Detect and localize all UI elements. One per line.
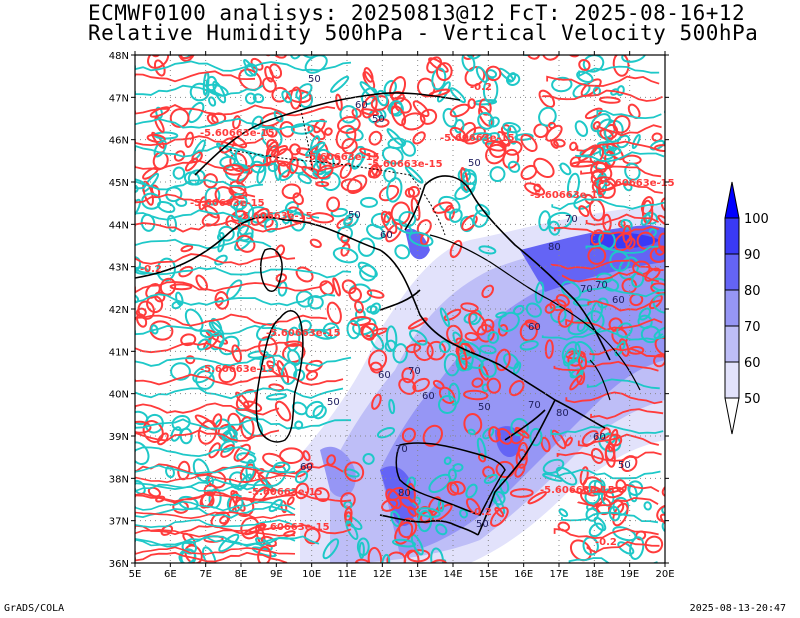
longitude-tick-label: 11E [337, 569, 356, 580]
colorbar-segment [724, 289, 740, 327]
humidity-contour-label: 50 [348, 210, 361, 221]
longitude-tick-label: 15E [479, 569, 498, 580]
longitude-tick-label: 9E [270, 569, 283, 580]
vertical-velocity-contour-label: -5.60663e-15 [200, 128, 275, 139]
map-title-line-2: Relative Humidity 500hPa - Vertical Velo… [88, 21, 759, 45]
coastlines [135, 92, 611, 536]
longitude-tick-label: 5E [129, 569, 142, 580]
vertical-velocity-contour-label: -5.60663e-15 [305, 152, 380, 163]
vertical-velocity-contour-label: -5.60663e-15 [238, 211, 313, 222]
longitude-tick-label: 18E [585, 569, 604, 580]
humidity-contour-label: 80 [548, 242, 561, 253]
humidity-contour-label: 70 [408, 366, 421, 377]
longitude-tick-label: 16E [514, 569, 533, 580]
latitude-tick-label: 46N [109, 136, 129, 147]
vertical-velocity-contour-label: -5.60663e-15 [266, 328, 341, 339]
colorbar-tick-label: 80 [744, 284, 761, 299]
vertical-velocity-contour-label: -0.2 [595, 537, 617, 548]
latitude-tick-label: 40N [109, 390, 129, 401]
colorbar-top-arrow [724, 181, 740, 219]
latitude-tick-label: 41N [109, 347, 129, 358]
latitude-tick-label: 45N [109, 178, 129, 189]
latitude-tick-label: 38N [109, 474, 129, 485]
sardinia-corsica [255, 248, 304, 443]
humidity-contour-label: 60 [300, 462, 313, 473]
sicily [395, 442, 506, 516]
humidity-contour-label: 70 [528, 400, 541, 411]
lat-lon-grid [135, 55, 665, 563]
vertical-velocity-contour-label: -5.60663e-15 [600, 178, 675, 189]
humidity-contour-label: 80 [556, 408, 569, 419]
colorbar-tick-label: 50 [744, 392, 761, 407]
humidity-contour-label: 60 [380, 230, 393, 241]
humidity-contour-label: 70 [395, 444, 408, 455]
humidity-contour-label: 70 [595, 280, 608, 291]
colorbar-segment [724, 361, 740, 399]
humidity-contour-label: 50 [308, 74, 321, 85]
humidity-contour-label: 50 [327, 397, 340, 408]
vertical-velocity-contour-label: -5.60663e-15 [540, 485, 615, 496]
humidity-contour-label: 70 [580, 284, 593, 295]
render-timestamp: 2025-08-13-20:47 [689, 603, 786, 614]
latitude-tick-label: 48N [109, 51, 129, 62]
vertical-velocity-contour-label: -5.60663e-15 [530, 190, 605, 201]
vertical-velocity-contour-label: -5.60663e-15 [440, 133, 515, 144]
vertical-velocity-contour-label: -5.60663e-15 [200, 364, 275, 375]
latitude-tick-label: 37N [109, 517, 129, 528]
colorbar-tick-label: 60 [744, 356, 761, 371]
longitude-tick-label: 19E [620, 569, 639, 580]
humidity-contour-label: 50 [478, 402, 491, 413]
colorbar-segment [724, 253, 740, 291]
vertical-velocity-contour-label: -5.60663e-15 [190, 198, 265, 209]
relative-humidity-colorbar: 100 90 80 70 60 50 [724, 181, 769, 435]
latitude-tick-label: 39N [109, 432, 129, 443]
vertical-velocity-contour-label: -5.60663e-15 [368, 159, 443, 170]
vertical-velocity-contour-label: -0.2 [140, 264, 162, 275]
balkans-coast [429, 234, 641, 401]
longitude-tick-label: 12E [373, 569, 392, 580]
longitude-tick-label: 6E [164, 569, 177, 580]
longitude-tick-label: 20E [655, 569, 674, 580]
longitude-tick-label: 17E [549, 569, 568, 580]
humidity-contour-label: 60 [612, 295, 625, 306]
longitude-tick-label: 14E [443, 569, 462, 580]
humidity-contour-label: 50 [468, 158, 481, 169]
humidity-contour-label: 70 [565, 214, 578, 225]
longitude-tick-label: 13E [408, 569, 427, 580]
humidity-contour-label: 50 [476, 519, 489, 530]
colorbar-bottom-arrow [724, 397, 740, 435]
map-title-line-1: ECMWF0100 analisys: 20250813@12 FcT: 202… [88, 1, 746, 25]
software-credit: GrADS/COLA [4, 603, 65, 614]
humidity-contour-label: 50 [372, 114, 385, 125]
latitude-tick-label: 36N [109, 559, 129, 570]
colorbar-segment [724, 217, 740, 255]
humidity-contour-label: 60 [378, 370, 391, 381]
colorbar-segment [724, 325, 740, 363]
humidity-contour-label: 60 [355, 100, 368, 111]
humidity-contour-label: 60 [593, 432, 606, 443]
humidity-contour-label: 60 [422, 391, 435, 402]
vertical-velocity-contours [135, 55, 665, 563]
vertical-velocity-contour-label: -0.2 [470, 507, 492, 518]
latitude-tick-label: 43N [109, 263, 129, 274]
longitude-tick-label: 8E [235, 569, 248, 580]
map-axes: 48N47N46N45N44N43N42N41N40N39N38N37N36N5… [109, 51, 675, 580]
humidity-contour-label: 80 [398, 488, 411, 499]
humidity-contour-label: 50 [618, 460, 631, 471]
colorbar-tick-label: 90 [744, 248, 761, 263]
vertical-velocity-contour-label: -5.60663e-15 [255, 522, 330, 533]
humidity-contour-label: 60 [528, 322, 541, 333]
longitude-tick-label: 10E [302, 569, 321, 580]
longitude-tick-label: 7E [199, 569, 212, 580]
latitude-tick-label: 44N [109, 220, 129, 231]
vertical-velocity-contour-label: -5.60663e-15 [248, 487, 323, 498]
colorbar-tick-label: 100 [744, 212, 769, 227]
latitude-tick-label: 47N [109, 93, 129, 104]
vertical-velocity-contour-label: -0.2 [470, 82, 492, 93]
latitude-tick-label: 42N [109, 305, 129, 316]
colorbar-tick-label: 70 [744, 320, 761, 335]
